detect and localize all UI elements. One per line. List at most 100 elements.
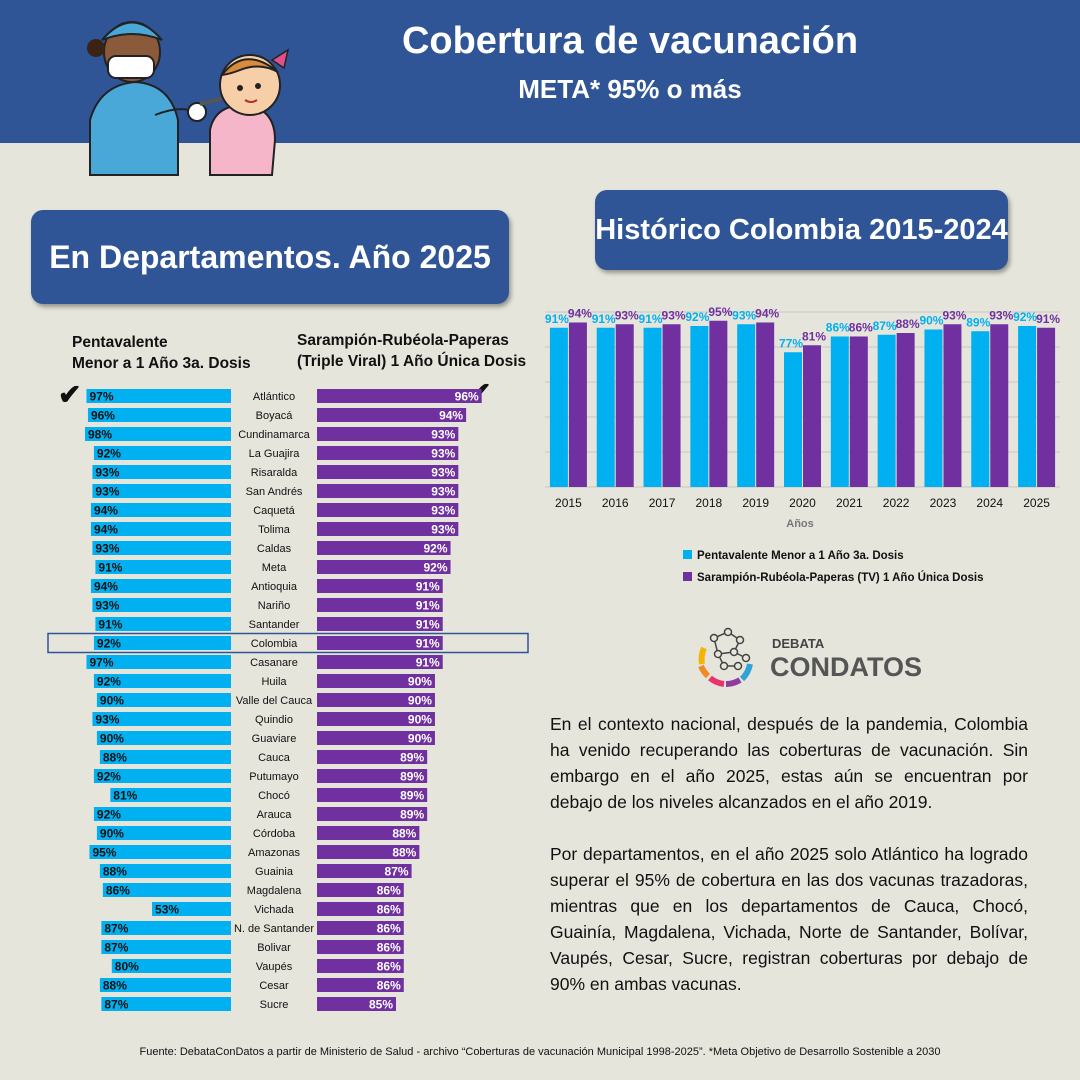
- data-label-penta: 86%: [826, 321, 850, 335]
- data-label-penta: 87%: [104, 998, 128, 1012]
- data-label-penta: 77%: [779, 336, 803, 350]
- bar-triple: [317, 446, 459, 460]
- data-label-triple: 90%: [408, 732, 432, 746]
- data-label-penta: 92%: [97, 447, 121, 461]
- data-label-penta: 96%: [91, 409, 115, 423]
- bar-triple: [896, 333, 915, 487]
- bar-triple: [317, 826, 420, 840]
- bar-triple: [803, 345, 821, 487]
- data-label-triple: 93%: [431, 485, 455, 499]
- bar-triple: [317, 598, 443, 612]
- bar-penta: [90, 579, 231, 593]
- bar-penta: [643, 327, 662, 487]
- category-label: Atlántico: [253, 391, 295, 403]
- data-label-triple: 91%: [416, 580, 440, 594]
- bar-penta: [93, 674, 231, 688]
- x-tick-label: 2016: [602, 496, 629, 510]
- category-label: Chocó: [258, 790, 290, 802]
- x-tick-label: 2023: [930, 496, 957, 510]
- data-label-triple: 93%: [662, 308, 686, 322]
- category-label: Putumayo: [249, 771, 299, 783]
- bar-penta: [99, 864, 231, 878]
- bar-triple: [317, 940, 404, 954]
- bar-triple: [317, 902, 404, 916]
- bar-triple: [317, 541, 451, 555]
- category-label: La Guajira: [249, 448, 301, 460]
- bar-triple: [317, 978, 404, 992]
- data-label-penta: 90%: [100, 694, 124, 708]
- x-axis-label: Años: [786, 518, 814, 530]
- departments-paragraph: Por departamentos, en el año 2025 solo A…: [550, 844, 1028, 994]
- bar-triple: [317, 674, 435, 688]
- data-label-triple: 86%: [377, 922, 401, 936]
- bar-triple: [317, 503, 459, 517]
- data-label-penta: 92%: [1013, 310, 1037, 324]
- logo-line2: CONDATOS: [770, 652, 922, 682]
- category-label: Vichada: [254, 904, 294, 916]
- data-label-penta: 91%: [592, 312, 616, 326]
- history-title-badge: Histórico Colombia 2015-2024: [595, 190, 1008, 270]
- bar-penta: [92, 598, 232, 612]
- data-label-penta: 93%: [95, 599, 119, 613]
- category-label: Meta: [262, 562, 287, 574]
- data-label-triple: 93%: [431, 447, 455, 461]
- bar-triple: [317, 921, 404, 935]
- bar-triple: [317, 731, 435, 745]
- x-tick-label: 2018: [696, 496, 723, 510]
- bar-triple: [849, 336, 868, 487]
- bar-triple: [317, 712, 435, 726]
- data-label-triple: 88%: [896, 317, 920, 331]
- bar-triple: [317, 807, 428, 821]
- bar-triple: [317, 769, 428, 783]
- bar-triple: [615, 324, 634, 487]
- data-label-penta: 88%: [103, 865, 127, 879]
- category-label: Casanare: [250, 657, 298, 669]
- bar-penta: [102, 883, 231, 897]
- bar-triple: [709, 320, 728, 487]
- data-label-triple: 81%: [802, 329, 826, 343]
- bar-penta: [93, 769, 231, 783]
- bar-penta: [90, 522, 231, 536]
- bar-triple: [317, 883, 404, 897]
- bar-penta: [89, 845, 231, 859]
- bar-triple: [317, 389, 482, 403]
- data-label-triple: 89%: [400, 808, 424, 822]
- bar-penta: [1018, 326, 1037, 487]
- bar-triple: [317, 522, 459, 536]
- data-label-triple: 93%: [989, 308, 1013, 322]
- data-label-penta: 81%: [113, 789, 137, 803]
- data-label-triple: 91%: [1036, 312, 1060, 326]
- bar-triple: [568, 322, 587, 487]
- bar-triple: [317, 845, 420, 859]
- logo-line1: DEBATA: [772, 636, 825, 651]
- legend-label-penta: Pentavalente Menor a 1 Año 3a. Dosis: [697, 550, 904, 562]
- bar-penta: [596, 327, 615, 487]
- data-label-triple: 91%: [416, 618, 440, 632]
- page-subtitle: META* 95% o más: [518, 74, 742, 104]
- category-label: Antioquia: [251, 581, 298, 593]
- bar-triple: [317, 427, 459, 441]
- bar-penta: [84, 427, 231, 441]
- x-tick-label: 2017: [649, 496, 676, 510]
- bar-penta: [92, 712, 232, 726]
- data-label-triple: 96%: [455, 390, 479, 404]
- category-label: Córdoba: [253, 828, 296, 840]
- data-label-triple: 86%: [377, 884, 401, 898]
- bar-penta: [87, 408, 232, 422]
- nurse-vaccinating-child-illustration: [87, 21, 290, 176]
- bar-penta: [101, 940, 232, 954]
- category-label: Santander: [249, 619, 300, 631]
- data-label-penta: 91%: [98, 561, 122, 575]
- triple-column-header: Sarampión-Rubéola-Paperas (Triple Viral)…: [297, 330, 526, 372]
- data-label-triple: 87%: [385, 865, 409, 879]
- data-label-penta: 91%: [545, 312, 569, 326]
- bar-penta: [86, 655, 231, 669]
- bar-triple: [317, 864, 412, 878]
- departments-title-badge: En Departamentos. Año 2025: [31, 210, 509, 304]
- data-label-triple: 93%: [615, 308, 639, 322]
- data-label-penta: 98%: [88, 428, 112, 442]
- category-label: Vaupés: [256, 961, 293, 973]
- highlight-box: [47, 632, 529, 654]
- data-label-penta: 93%: [95, 466, 119, 480]
- data-label-penta: 97%: [89, 390, 113, 404]
